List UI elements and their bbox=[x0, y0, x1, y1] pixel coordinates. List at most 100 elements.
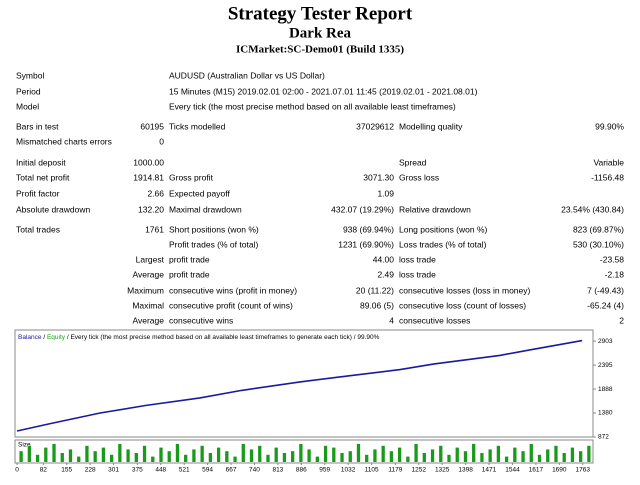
size-bar bbox=[513, 447, 517, 462]
report-server: ICMarket:SC-Demo01 (Build 1335) bbox=[236, 44, 404, 56]
table-cell: 89.06 (5) bbox=[360, 300, 394, 310]
table-cell: -1156.48 bbox=[591, 172, 624, 182]
size-bar bbox=[340, 453, 344, 462]
y-tick-label: 2903 bbox=[598, 338, 613, 345]
size-bar bbox=[241, 444, 245, 462]
table-cell: Ticks modelled bbox=[169, 121, 226, 131]
size-bar bbox=[439, 445, 443, 462]
balance-line bbox=[16, 339, 583, 432]
size-bar bbox=[93, 451, 97, 462]
table-cell: 1761 bbox=[145, 224, 164, 234]
x-tick-label: 301 bbox=[108, 467, 119, 474]
size-bar bbox=[504, 456, 509, 462]
table-cell: consecutive losses (loss in money) bbox=[399, 285, 531, 295]
x-tick-label: 1398 bbox=[458, 467, 473, 474]
size-bar bbox=[397, 447, 402, 462]
table-cell: -65.24 (4) bbox=[587, 300, 624, 310]
size-bar bbox=[266, 454, 270, 462]
x-tick-label: 448 bbox=[155, 467, 166, 474]
x-tick-label: 1544 bbox=[505, 467, 520, 474]
x-tick-label: 1617 bbox=[529, 467, 544, 474]
x-tick-label: 740 bbox=[249, 467, 260, 474]
size-bar bbox=[414, 444, 418, 462]
size-bar bbox=[496, 445, 501, 462]
table-cell: Mismatched charts errors bbox=[16, 136, 112, 146]
table-cell: 23.54% (430.84) bbox=[561, 204, 624, 214]
size-bar bbox=[134, 453, 138, 462]
table-cell: 2.66 bbox=[147, 188, 164, 198]
table-cell: 99.90% bbox=[595, 121, 624, 131]
table-cell: Gross loss bbox=[399, 172, 439, 182]
legend-balance: Balance bbox=[18, 334, 42, 341]
table-cell: profit trade bbox=[169, 254, 210, 264]
table-cell: Total trades bbox=[16, 224, 60, 234]
table-cell: Maximal bbox=[132, 300, 164, 310]
table-cell: 530 (30.10%) bbox=[573, 239, 624, 249]
size-bar bbox=[447, 454, 451, 462]
size-bar bbox=[35, 454, 40, 462]
table-cell: Bars in test bbox=[16, 121, 59, 131]
size-bar bbox=[348, 451, 352, 462]
size-bar bbox=[225, 451, 229, 462]
table-cell: Every tick (the most precise method base… bbox=[169, 101, 456, 111]
table-cell: consecutive loss (count of losses) bbox=[399, 300, 526, 310]
table-cell: 7 (-49.43) bbox=[587, 285, 624, 295]
size-bar bbox=[291, 451, 295, 462]
size-bar bbox=[77, 456, 81, 462]
table-cell: Relative drawdown bbox=[399, 204, 471, 214]
table-cell: loss trade bbox=[399, 269, 436, 279]
y-tick-label: 1380 bbox=[598, 410, 613, 417]
size-bar bbox=[332, 447, 336, 462]
size-bar bbox=[192, 449, 196, 462]
size-bar bbox=[323, 445, 328, 462]
x-tick-label: 667 bbox=[226, 467, 237, 474]
table-cell: consecutive losses bbox=[399, 315, 470, 325]
size-bar bbox=[85, 445, 89, 462]
size-bar bbox=[488, 449, 492, 462]
size-bar bbox=[151, 456, 155, 462]
y-tick-label: 1888 bbox=[598, 386, 613, 393]
table-cell: 432.07 (19.29%) bbox=[331, 204, 394, 214]
table-cell: Profit factor bbox=[16, 188, 60, 198]
size-bar bbox=[159, 447, 163, 462]
stats-table: Symbol AUDUSD (Australian Dollar vs US Do… bbox=[16, 70, 624, 325]
x-tick-label: 1179 bbox=[388, 467, 402, 474]
size-bar bbox=[60, 453, 64, 462]
table-cell: profit trade bbox=[169, 269, 210, 279]
table-cell: Profit trades (% of total) bbox=[169, 239, 258, 249]
size-bar bbox=[579, 451, 583, 462]
table-cell: Variable bbox=[593, 157, 624, 167]
table-cell: 4 bbox=[389, 315, 394, 325]
x-tick-label: 0 bbox=[15, 467, 19, 474]
table-cell: Short positions (won %) bbox=[169, 224, 259, 234]
table-cell: Maximum bbox=[127, 285, 164, 295]
table-cell: consecutive wins (profit in money) bbox=[169, 285, 297, 295]
table-cell: Gross profit bbox=[169, 172, 214, 182]
table-cell: 1.09 bbox=[377, 188, 394, 198]
size-bar bbox=[546, 449, 550, 462]
size-bar bbox=[208, 453, 213, 462]
table-cell: 44.00 bbox=[373, 254, 395, 264]
x-tick-label: 1032 bbox=[341, 467, 356, 474]
table-cell: consecutive wins bbox=[169, 315, 233, 325]
table-cell: Maximal drawdown bbox=[169, 204, 242, 214]
size-bar bbox=[118, 444, 122, 462]
x-tick-label: 82 bbox=[40, 467, 48, 474]
size-bar bbox=[562, 453, 566, 462]
x-tick-label: 228 bbox=[85, 467, 96, 474]
table-cell: 2 bbox=[619, 315, 624, 325]
table-cell: Long positions (won %) bbox=[399, 224, 488, 234]
table-cell: -23.58 bbox=[600, 254, 624, 264]
size-bar bbox=[430, 449, 435, 462]
size-label: Size bbox=[18, 442, 31, 449]
size-bar bbox=[175, 444, 180, 462]
table-cell: Average bbox=[132, 315, 164, 325]
size-bar bbox=[365, 454, 369, 462]
size-bar bbox=[422, 453, 426, 462]
table-cell: Spread bbox=[399, 157, 427, 167]
table-cell: Model bbox=[16, 101, 39, 111]
table-cell: 0 bbox=[159, 136, 164, 146]
size-bar bbox=[529, 444, 533, 462]
table-cell: Absolute drawdown bbox=[16, 204, 90, 214]
